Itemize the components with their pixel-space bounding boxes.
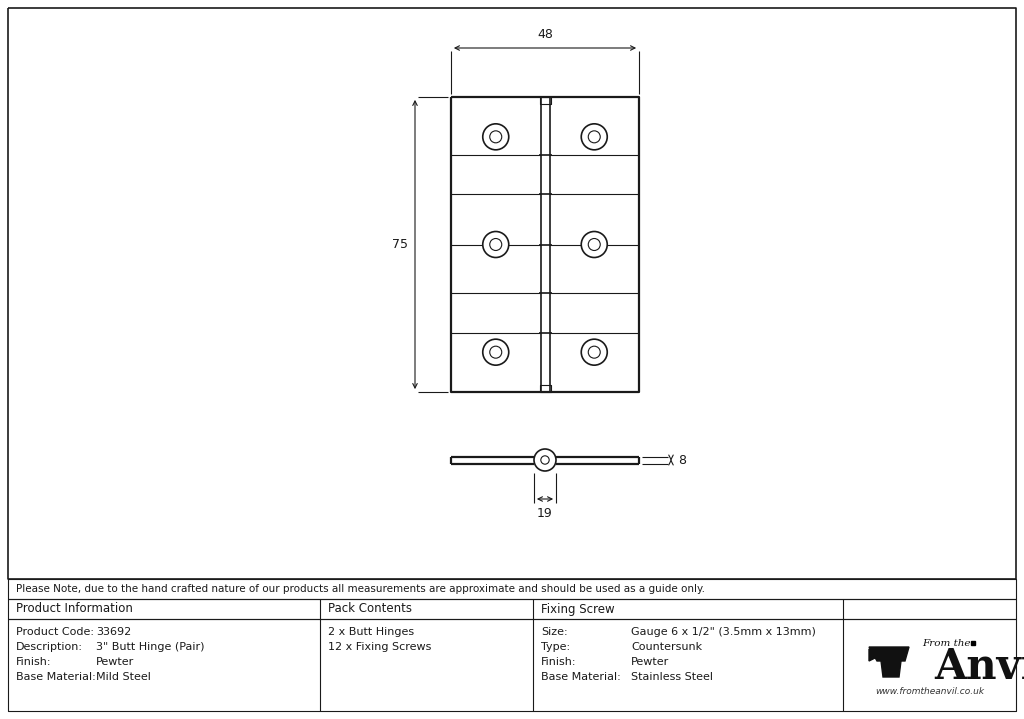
Text: Size:: Size: [541, 627, 567, 637]
Text: Finish:: Finish: [16, 657, 51, 667]
Circle shape [534, 449, 556, 471]
Text: 75: 75 [392, 238, 408, 251]
Text: 3" Butt Hinge (Pair): 3" Butt Hinge (Pair) [96, 642, 205, 652]
Text: 12 x Fixing Screws: 12 x Fixing Screws [328, 642, 431, 652]
Text: 8: 8 [678, 454, 686, 467]
Polygon shape [869, 647, 909, 661]
Text: Pewter: Pewter [96, 657, 134, 667]
Text: Stainless Steel: Stainless Steel [631, 672, 713, 682]
Text: Type:: Type: [541, 642, 570, 652]
Text: 33692: 33692 [96, 627, 131, 637]
Text: Pack Contents: Pack Contents [328, 603, 412, 615]
Circle shape [482, 339, 509, 365]
Circle shape [582, 124, 607, 150]
Text: Product Information: Product Information [16, 603, 133, 615]
Polygon shape [881, 661, 901, 677]
Text: Countersunk: Countersunk [631, 642, 702, 652]
Text: Pewter: Pewter [631, 657, 670, 667]
Circle shape [582, 339, 607, 365]
Text: 19: 19 [538, 507, 553, 520]
Text: Fixing Screw: Fixing Screw [541, 603, 614, 615]
Text: Product Code:: Product Code: [16, 627, 94, 637]
Text: 2 x Butt Hinges: 2 x Butt Hinges [328, 627, 414, 637]
Text: Base Material:: Base Material: [16, 672, 96, 682]
Text: Gauge 6 x 1/2" (3.5mm x 13mm): Gauge 6 x 1/2" (3.5mm x 13mm) [631, 627, 816, 637]
Text: Anvil: Anvil [935, 646, 1024, 688]
Text: 48: 48 [537, 28, 553, 41]
Circle shape [482, 232, 509, 257]
Text: www.fromtheanvil.co.uk: www.fromtheanvil.co.uk [874, 687, 984, 695]
Circle shape [482, 124, 509, 150]
Text: From the: From the [923, 638, 971, 648]
Circle shape [582, 232, 607, 257]
Text: Description:: Description: [16, 642, 83, 652]
Polygon shape [451, 97, 639, 392]
Text: Mild Steel: Mild Steel [96, 672, 151, 682]
Text: Please Note, due to the hand crafted nature of our products all measurements are: Please Note, due to the hand crafted nat… [16, 584, 705, 594]
Text: Finish:: Finish: [541, 657, 577, 667]
Text: Base Material:: Base Material: [541, 672, 621, 682]
Polygon shape [869, 649, 877, 661]
